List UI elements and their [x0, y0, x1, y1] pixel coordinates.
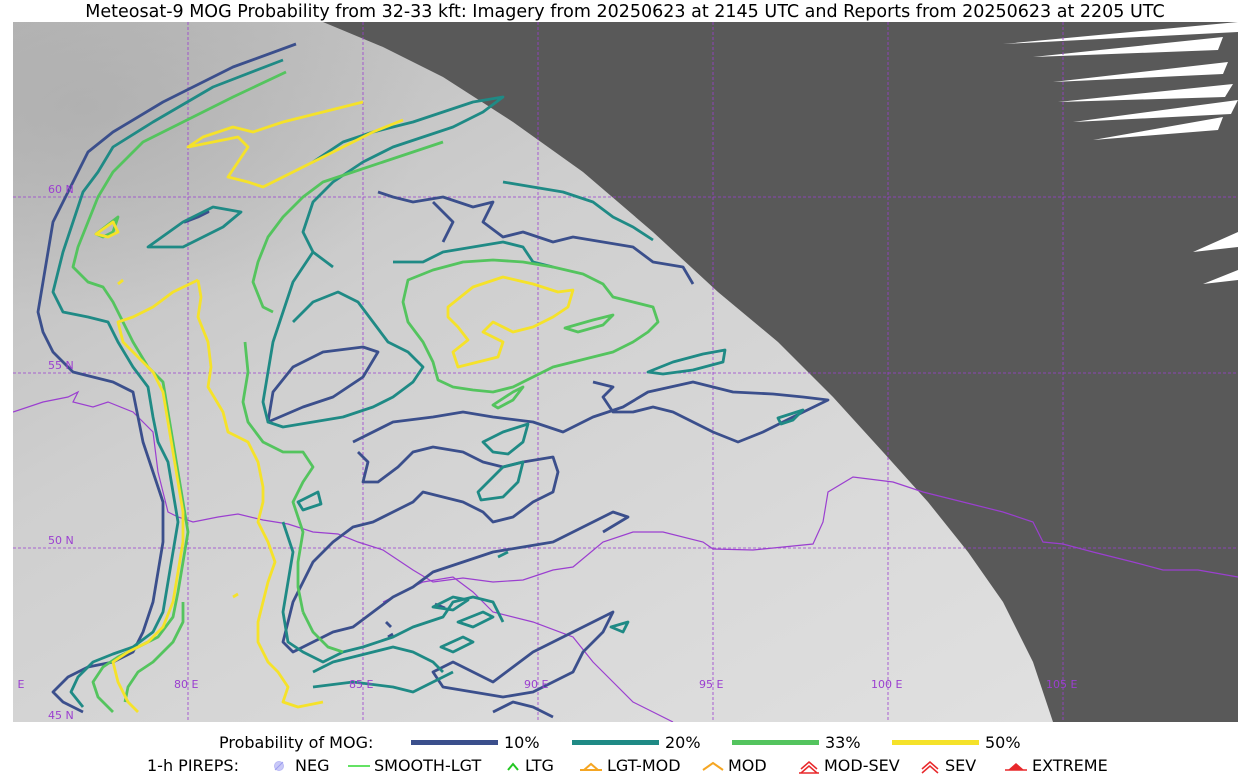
lon-label: 85 E: [349, 678, 373, 691]
probability-legend-label: Probability of MOG:: [219, 733, 374, 752]
lat-labels: 60 N 55 N 50 N 45 N: [48, 183, 74, 722]
legend-item-label: LTG: [525, 756, 554, 775]
legend-item-label: 33%: [825, 733, 861, 752]
legend-item-20pct: 20%: [572, 733, 701, 752]
satellite-map[interactable]: 60 N 55 N 50 N 45 N 75 E 80 E 85 E 90 E …: [13, 22, 1238, 722]
legend-item-smooth-lgt: SMOOTH-LGT: [347, 756, 481, 775]
legend-item-label: SEV: [945, 756, 977, 775]
legend-item-label: 50%: [985, 733, 1021, 752]
pirep-legend-label: 1-h PIREPS:: [147, 756, 239, 775]
legend-swatch: [411, 740, 498, 745]
probability-legend: Probability of MOG: 10% 20% 33% 50%: [0, 733, 1250, 755]
legend-item-label: EXTREME: [1032, 756, 1108, 775]
caret-icon: [505, 759, 522, 773]
lon-label: 95 E: [699, 678, 723, 691]
legend-item-ltg: LTG: [505, 756, 554, 775]
scan-artifacts: [1003, 22, 1238, 284]
contours-50pct: [94, 100, 575, 713]
contours-20pct: [51, 58, 805, 708]
legend-item-10pct: 10%: [411, 733, 540, 752]
legend-item-neg: NEG: [272, 756, 329, 775]
lon-label: 90 E: [524, 678, 548, 691]
country-borders: [13, 390, 1238, 722]
legend-item-mod-sev: MOD-SEV: [797, 756, 900, 775]
graticule: [13, 22, 1238, 722]
lon-label: 105 E: [1046, 678, 1077, 691]
map-title: Meteosat-9 MOG Probability from 32-33 kf…: [85, 2, 1165, 22]
double-caret-icon: [797, 759, 821, 774]
legend-item-label: 20%: [665, 733, 701, 752]
lat-label: 60 N: [48, 183, 74, 196]
lat-label: 50 N: [48, 534, 74, 547]
legend-swatch: [892, 740, 979, 745]
legend-item-extreme: EXTREME: [1003, 756, 1108, 775]
legend-item-33pct: 33%: [732, 733, 861, 752]
dash-icon: [347, 759, 371, 773]
legend-item-label: 10%: [504, 733, 540, 752]
legend-item-label: LGT-MOD: [607, 756, 681, 775]
filled-caret-icon: [1003, 759, 1029, 773]
neg-circle-icon: [272, 759, 292, 773]
legend-item-label: NEG: [295, 756, 330, 775]
lon-label: 100 E: [871, 678, 902, 691]
lon-label: 80 E: [174, 678, 198, 691]
legend-swatch: [572, 740, 659, 745]
caret-icon: [701, 759, 725, 773]
pirep-legend: 1-h PIREPS: NEG SMOOTH-LGT LTG LGT-MOD M…: [0, 756, 1250, 778]
legend-item-50pct: 50%: [892, 733, 1021, 752]
legend-item-sev: SEV: [918, 756, 976, 775]
lon-label: 75 E: [13, 678, 24, 691]
lat-label: 55 N: [48, 359, 74, 372]
lon-labels: 75 E 80 E 85 E 90 E 95 E 100 E 105 E: [13, 678, 1077, 691]
legend-item-mod: MOD: [701, 756, 767, 775]
legend-item-label: SMOOTH-LGT: [374, 756, 482, 775]
double-caret-icon: [918, 759, 942, 774]
legend-item-label: MOD-SEV: [824, 756, 900, 775]
legend-item-label: MOD: [728, 756, 767, 775]
caret-bar-icon: [578, 759, 604, 773]
lat-label: 45 N: [48, 709, 74, 722]
legend-item-lgt-mod: LGT-MOD: [578, 756, 681, 775]
legend-swatch: [732, 740, 819, 745]
